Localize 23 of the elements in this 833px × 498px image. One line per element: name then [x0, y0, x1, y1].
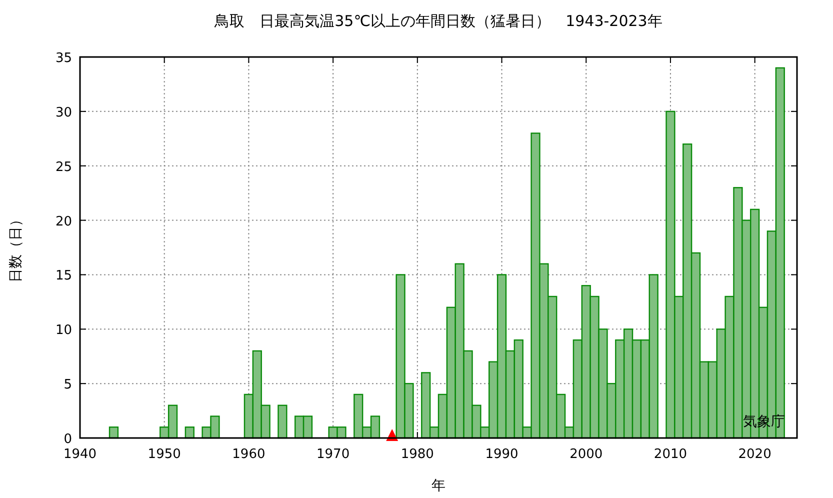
chart-title: 鳥取 日最高気温35℃以上の年間日数（猛暑日） 1943-2023年 — [214, 12, 662, 30]
x-tick-label: 2000 — [570, 447, 603, 462]
x-tick-label: 1940 — [63, 447, 97, 462]
y-tick-label: 20 — [55, 214, 72, 230]
y-tick-label: 25 — [55, 160, 72, 175]
y-tick-label: 10 — [55, 323, 72, 338]
x-tick-label: 1970 — [316, 447, 350, 462]
y-tick-label: 35 — [55, 51, 72, 66]
y-tick-label: 0 — [64, 432, 72, 447]
x-tick-label: 1990 — [485, 447, 518, 462]
bar — [184, 426, 194, 439]
x-tick-label: 2020 — [738, 447, 772, 462]
bar — [108, 426, 119, 439]
x-axis-title: 年 — [432, 478, 446, 494]
x-tick-label: 1980 — [400, 447, 434, 462]
x-tick-label: 1950 — [148, 447, 181, 462]
y-tick-label: 30 — [55, 105, 72, 120]
y-tick-label: 5 — [64, 378, 72, 393]
x-tick-label: 2010 — [654, 447, 688, 462]
bar — [278, 404, 288, 439]
y-tick-label: 15 — [55, 268, 72, 284]
x-tick-label: 1960 — [232, 447, 266, 462]
y-axis-title: 日数（日） — [8, 212, 24, 282]
